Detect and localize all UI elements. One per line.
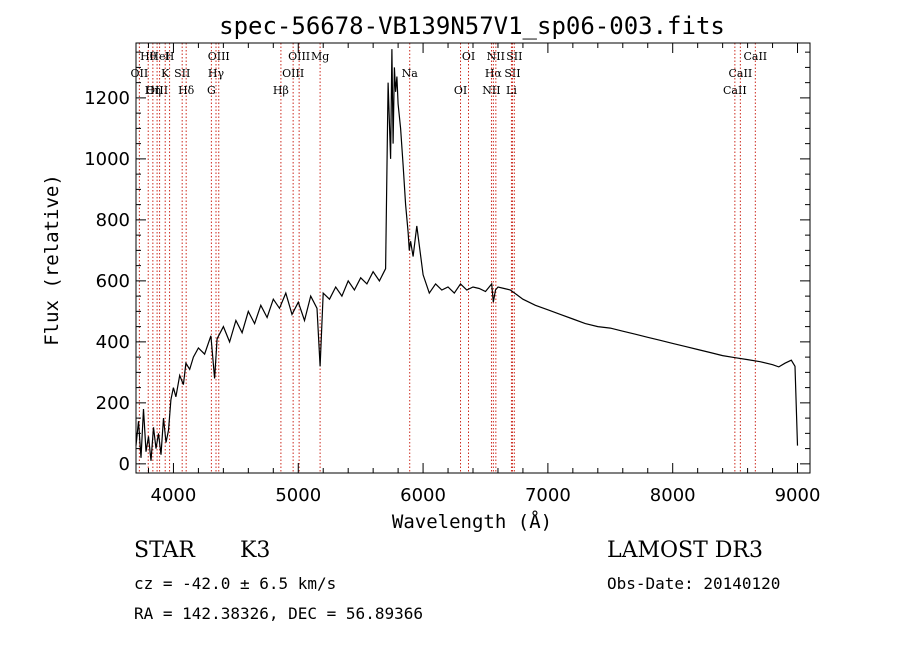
spectral-line-label: OIII [146, 84, 168, 97]
spectral-line-label: NII [487, 50, 505, 63]
y-tick-label: 400 [96, 332, 130, 353]
spectral-line-label: OI [462, 50, 475, 63]
spectral-line-label: H [165, 50, 175, 63]
spectral-line-label: Hγ [208, 67, 225, 80]
emission-lines-layer: Hθ OII OIII HeI KHη H SII Hδ OIII Hγ G OIII OIII Hβ Mg… [131, 43, 767, 473]
spectral-line-label: OII [131, 67, 149, 80]
spectral-line-label: SII [504, 67, 520, 80]
spectral-line-label: Mg [311, 50, 329, 63]
chart-title: spec-56678-VB139N57V1_sp06-003.fits [219, 12, 725, 40]
x-tick-label: 8000 [650, 485, 696, 506]
object-class: STAR [134, 538, 195, 563]
y-tick-label: 800 [96, 210, 130, 231]
spectral-line-label: Hα [485, 67, 503, 80]
object-subclass: K3 [240, 538, 271, 563]
x-axis-label: Wavelength (Å) [392, 510, 552, 533]
x-tick-label: 7000 [525, 485, 571, 506]
observation-date: Obs-Date: 20140120 [607, 574, 781, 593]
spectral-line-label: CaII [743, 50, 767, 63]
redshift-cz: cz = -42.0 ± 6.5 km/s [134, 574, 337, 593]
plot-frame [135, 42, 811, 474]
y-axis-label: Flux (relative) [41, 174, 63, 346]
y-tick-label: 1200 [84, 88, 130, 109]
x-tick-label: 9000 [775, 485, 821, 506]
spectral-line-label: Hδ [178, 84, 195, 97]
spectral-line-label: OI [454, 84, 467, 97]
x-tick-label: 5000 [275, 485, 321, 506]
spectral-line-label: HeI [149, 50, 169, 63]
spectral-line-label: OIII [288, 50, 310, 63]
spectral-line-label: Hβ [273, 84, 289, 97]
spectral-line-label: Hη [145, 84, 161, 97]
survey-name: LAMOST DR3 [607, 538, 763, 563]
axes-layer: 4000 5000 6000 7000 8000 9000 0 200 400 600 800 100… [84, 42, 821, 506]
spectral-line-label: Li [506, 84, 517, 97]
spectral-line-label: NII [482, 84, 500, 97]
y-tick-label: 200 [96, 393, 130, 414]
spectral-line-label: Hθ [140, 50, 157, 63]
x-tick-label: 6000 [400, 485, 446, 506]
spectral-line-label: G [207, 84, 216, 97]
spectral-line-label: SII [174, 67, 190, 80]
spectral-line-label: K [161, 67, 170, 80]
spectral-line-label: OIII [208, 50, 230, 63]
spectrum-line [135, 49, 799, 461]
spectral-line-label: OIII [282, 67, 304, 80]
y-tick-label: 0 [119, 454, 130, 475]
ra-dec: RA = 142.38326, DEC = 56.89366 [134, 604, 423, 623]
y-tick-label: 1000 [84, 149, 130, 170]
spectral-line-label: Na [402, 67, 419, 80]
y-tick-label: 600 [96, 271, 130, 292]
spectral-line-label: CaII [723, 84, 747, 97]
spectral-line-label: SII [506, 50, 522, 63]
x-tick-label: 4000 [151, 485, 197, 506]
spectral-line-label: CaII [729, 67, 753, 80]
